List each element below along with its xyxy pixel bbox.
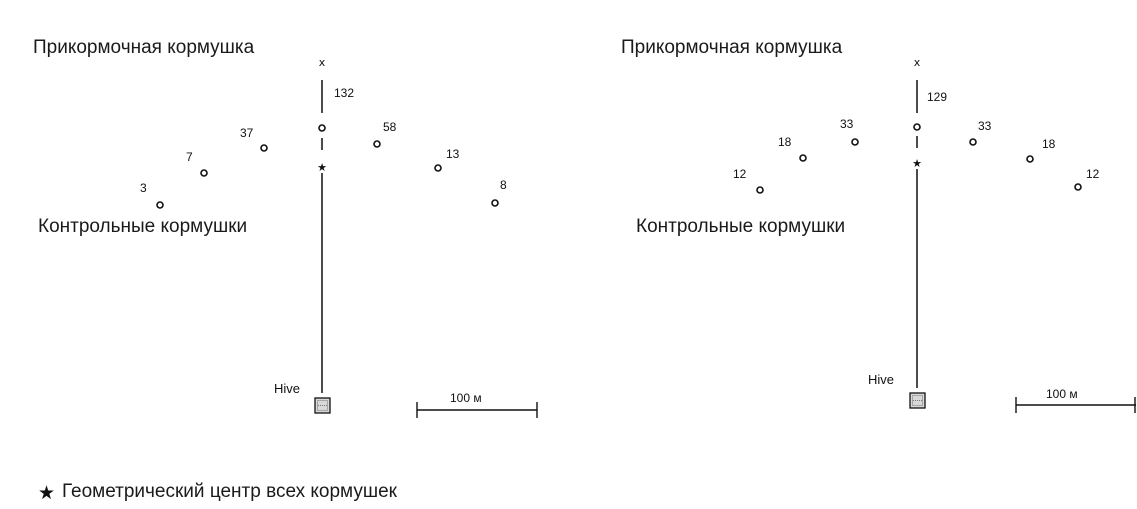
legend-text: Геометрический центр всех кормушек bbox=[62, 481, 398, 502]
hive-label: Hive bbox=[868, 372, 894, 387]
control-feeder-count: 58 bbox=[383, 120, 397, 134]
feeder-visit-count: 132 bbox=[334, 86, 354, 100]
control-feeder bbox=[851, 138, 859, 146]
control-feeder bbox=[260, 144, 268, 152]
control-feeder-count: 18 bbox=[1042, 137, 1056, 151]
scale-bar-label: 100 м bbox=[1046, 387, 1078, 401]
panel-right: Прикормочная кормушка x 129 ★ 12 18 33 3… bbox=[621, 37, 1136, 413]
control-feeder bbox=[1026, 155, 1034, 163]
hive-label: Hive bbox=[274, 381, 300, 396]
control-feeder bbox=[799, 154, 807, 162]
control-feeder bbox=[373, 140, 381, 148]
legend-star-icon: ★ bbox=[38, 482, 55, 504]
control-feeder bbox=[434, 164, 442, 172]
legend: ★ Геометрический центр всех кормушек bbox=[38, 481, 398, 504]
hive-icon bbox=[909, 392, 926, 409]
control-feeder bbox=[756, 186, 764, 194]
center-control-feeder bbox=[318, 124, 326, 132]
control-feeder bbox=[200, 169, 208, 177]
control-feeder-count: 18 bbox=[778, 135, 792, 149]
feeder-station-mark: x bbox=[914, 56, 921, 69]
geometric-center-star: ★ bbox=[317, 161, 327, 174]
panel-left: Прикормочная кормушка x 132 ★ 3 7 37 58 … bbox=[33, 37, 538, 418]
controls-label: Контрольные кормушки bbox=[38, 216, 247, 237]
feeder-station-mark: x bbox=[319, 56, 326, 69]
scale-bar bbox=[1015, 397, 1136, 413]
control-feeder bbox=[969, 138, 977, 146]
control-feeder bbox=[1074, 183, 1082, 191]
control-feeder-count: 37 bbox=[240, 126, 254, 140]
control-feeder bbox=[156, 201, 164, 209]
control-feeder-count: 12 bbox=[733, 167, 747, 181]
panel-right-title: Прикормочная кормушка bbox=[621, 37, 843, 58]
panel-left-title: Прикормочная кормушка bbox=[33, 37, 255, 58]
control-feeder bbox=[491, 199, 499, 207]
feeder-visit-count: 129 bbox=[927, 90, 947, 104]
center-control-feeder bbox=[913, 123, 921, 131]
control-feeder-count: 3 bbox=[140, 181, 147, 195]
control-feeder-count: 33 bbox=[840, 117, 854, 131]
control-feeder-count: 12 bbox=[1086, 167, 1100, 181]
scale-bar-label: 100 м bbox=[450, 391, 482, 405]
scale-bar bbox=[416, 402, 538, 418]
geometric-center-star: ★ bbox=[912, 157, 922, 170]
controls-label: Контрольные кормушки bbox=[636, 216, 845, 237]
control-feeder-count: 13 bbox=[446, 147, 460, 161]
hive-icon bbox=[314, 397, 331, 414]
control-feeder-count: 8 bbox=[500, 178, 507, 192]
control-feeder-count: 33 bbox=[978, 119, 992, 133]
control-feeder-count: 7 bbox=[186, 150, 193, 164]
